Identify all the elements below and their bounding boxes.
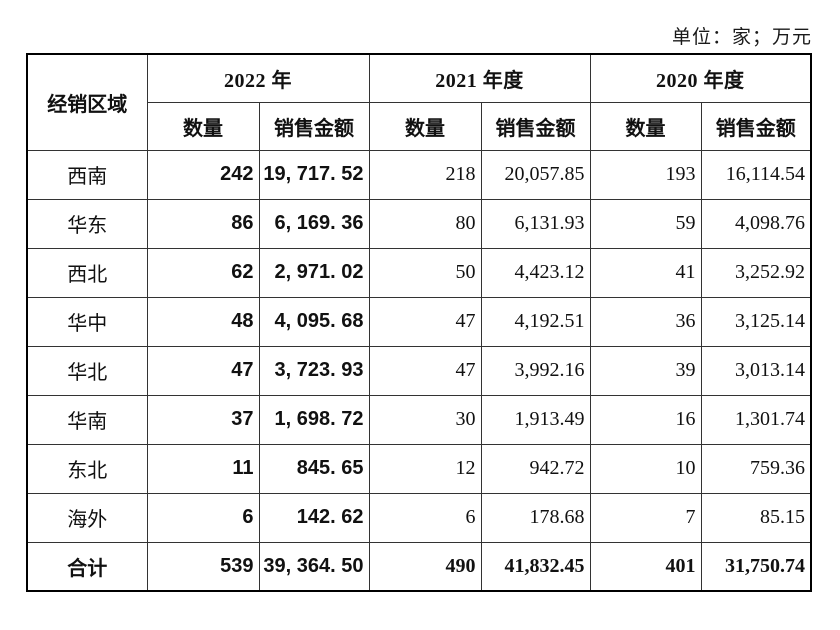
- qty-2020-cell: 59: [589, 198, 702, 249]
- sub-header-row: 数量 销售金额 数量 销售金额 数量 销售金额: [27, 101, 812, 151]
- amount-2021-cell: 942.72: [480, 443, 591, 494]
- region-cell: 东北: [26, 443, 148, 494]
- year-header-2022: 2022 年: [146, 53, 370, 103]
- year-header-row: 经销区域 2022 年 2021 年度 2020 年度: [26, 53, 812, 151]
- region-cell: 华东: [26, 198, 148, 249]
- qty-2022-cell: 47: [146, 345, 260, 396]
- qty-2020-total-cell: 401: [589, 541, 702, 592]
- amount-2020-cell: 16,114.54: [700, 149, 812, 200]
- sales-by-region-table: 经销区域 2022 年 2021 年度 2020 年度 数量 销售金额 数量 销…: [26, 53, 812, 592]
- amount-2022-cell: 845. 65: [258, 443, 370, 494]
- region-cell: 华南: [26, 394, 148, 445]
- qty-2021-cell: 30: [368, 394, 482, 445]
- qty-2021-cell: 47: [368, 345, 482, 396]
- qty-2021-total-cell: 490: [368, 541, 482, 592]
- region-column-header: 经销区域: [26, 53, 148, 151]
- qty-2020-cell: 16: [589, 394, 702, 445]
- table-row-north: 华北 47 3, 723. 93 47 3,992.16 39 3,013.14: [26, 345, 812, 396]
- amount-2022-cell: 142. 62: [258, 492, 370, 543]
- qty-2020-cell: 193: [589, 149, 702, 200]
- amount-2022-cell: 3, 723. 93: [258, 345, 370, 396]
- amount-2021-cell: 6,131.93: [480, 198, 591, 249]
- qty-2022-cell: 62: [146, 247, 260, 298]
- amount-2020-cell: 3,125.14: [700, 296, 812, 347]
- qty-2022-cell: 48: [146, 296, 260, 347]
- qty-2022-cell: 11: [146, 443, 260, 494]
- amount-2021-total-cell: 41,832.45: [480, 541, 591, 592]
- amount-2020-cell: 3,252.92: [700, 247, 812, 298]
- amount-2020-cell: 4,098.76: [700, 198, 812, 249]
- table-row-northeast: 东北 11 845. 65 12 942.72 10 759.36: [26, 443, 812, 494]
- year-header-2021: 2021 年度: [368, 53, 591, 103]
- qty-2022-cell: 242: [146, 149, 260, 200]
- amount-2021-cell: 3,992.16: [480, 345, 591, 396]
- amount-2021-cell: 178.68: [480, 492, 591, 543]
- amount-2022-total-cell: 39, 364. 50: [258, 541, 370, 592]
- amount-header-2021: 销售金额: [480, 101, 591, 151]
- amount-2020-cell: 3,013.14: [700, 345, 812, 396]
- year-header-2020: 2020 年度: [589, 53, 812, 103]
- amount-2020-cell: 1,301.74: [700, 394, 812, 445]
- qty-2020-cell: 41: [589, 247, 702, 298]
- region-cell: 西南: [26, 149, 148, 200]
- amount-2020-cell: 759.36: [700, 443, 812, 494]
- table-row-south: 华南 37 1, 698. 72 30 1,913.49 16 1,301.74: [26, 394, 812, 445]
- amount-2022-cell: 2, 971. 02: [258, 247, 370, 298]
- qty-2021-cell: 47: [368, 296, 482, 347]
- amount-2021-cell: 4,192.51: [480, 296, 591, 347]
- qty-2020-cell: 36: [589, 296, 702, 347]
- table-row-northwest: 西北 62 2, 971. 02 50 4,423.12 41 3,252.92: [26, 247, 812, 298]
- qty-2021-cell: 80: [368, 198, 482, 249]
- table-row-total: 合计 539 39, 364. 50 490 41,832.45 401 31,…: [26, 541, 812, 592]
- amount-2020-cell: 85.15: [700, 492, 812, 543]
- amount-2022-cell: 6, 169. 36: [258, 198, 370, 249]
- amount-2022-cell: 19, 717. 52: [258, 149, 370, 200]
- amount-header-2022: 销售金额: [258, 101, 370, 151]
- qty-2022-cell: 86: [146, 198, 260, 249]
- qty-2021-cell: 12: [368, 443, 482, 494]
- qty-2020-cell: 10: [589, 443, 702, 494]
- amount-2021-cell: 20,057.85: [480, 149, 591, 200]
- table-row-overseas: 海外 6 142. 62 6 178.68 7 85.15: [26, 492, 812, 543]
- amount-2021-cell: 1,913.49: [480, 394, 591, 445]
- qty-2022-total-cell: 539: [146, 541, 260, 592]
- table-row-southwest: 西南 242 19, 717. 52 218 20,057.85 193 16,…: [26, 149, 812, 200]
- total-label-cell: 合计: [26, 541, 148, 592]
- qty-header-2020: 数量: [589, 101, 702, 151]
- qty-header-2022: 数量: [146, 101, 260, 151]
- region-cell: 华中: [26, 296, 148, 347]
- qty-2022-cell: 37: [146, 394, 260, 445]
- region-cell: 海外: [26, 492, 148, 543]
- qty-2020-cell: 39: [589, 345, 702, 396]
- qty-2021-cell: 6: [368, 492, 482, 543]
- qty-2022-cell: 6: [146, 492, 260, 543]
- table-row-east: 华东 86 6, 169. 36 80 6,131.93 59 4,098.76: [26, 198, 812, 249]
- qty-2021-cell: 218: [368, 149, 482, 200]
- qty-header-2021: 数量: [368, 101, 482, 151]
- qty-2020-cell: 7: [589, 492, 702, 543]
- unit-label: 单位：家；万元: [671, 27, 812, 48]
- table-row-central: 华中 48 4, 095. 68 47 4,192.51 36 3,125.14: [26, 296, 812, 347]
- amount-2022-cell: 1, 698. 72: [258, 394, 370, 445]
- amount-2020-total-cell: 31,750.74: [700, 541, 812, 592]
- amount-2022-cell: 4, 095. 68: [258, 296, 370, 347]
- region-cell: 华北: [26, 345, 148, 396]
- region-cell: 西北: [26, 247, 148, 298]
- amount-header-2020: 销售金额: [700, 101, 812, 151]
- amount-2021-cell: 4,423.12: [480, 247, 591, 298]
- qty-2021-cell: 50: [368, 247, 482, 298]
